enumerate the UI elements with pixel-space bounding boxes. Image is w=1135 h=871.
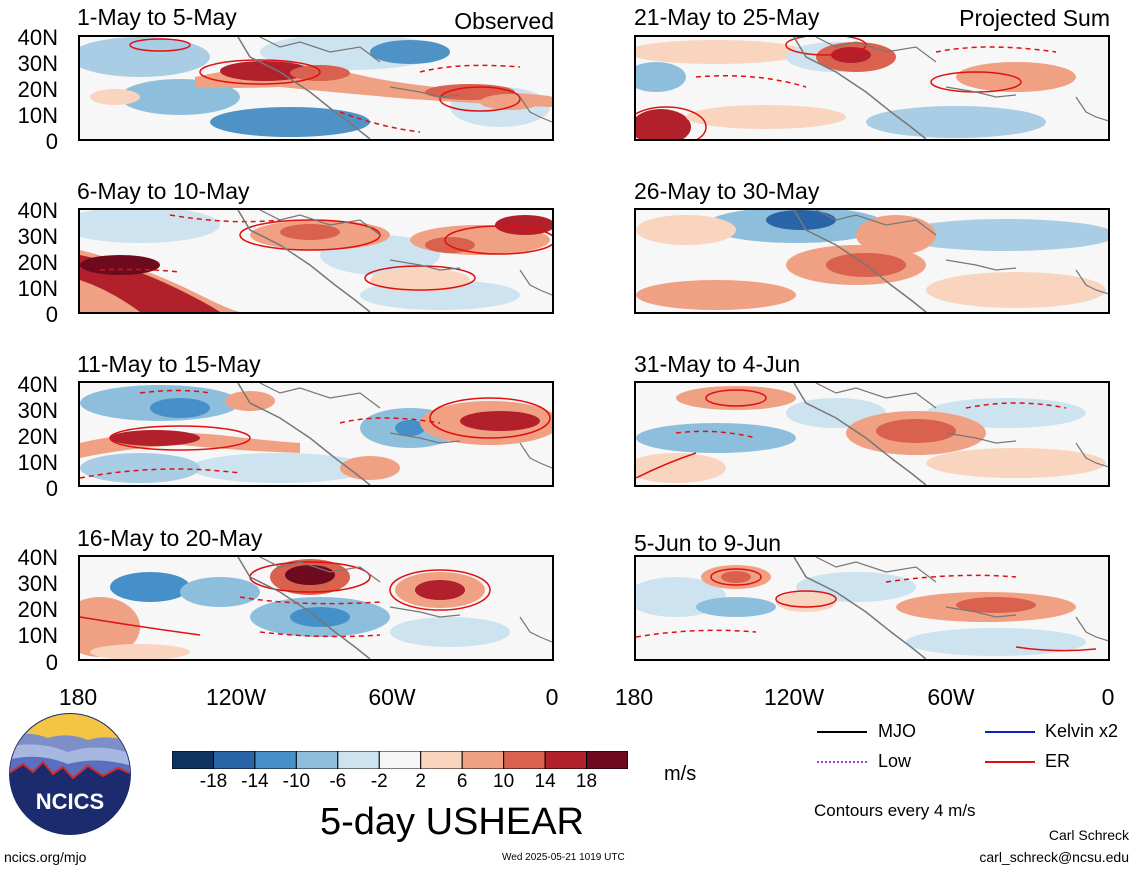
y-tick-30n: 30N	[17, 51, 58, 76]
y-tick-10n: 10N	[17, 276, 58, 301]
colorbar-swatch	[503, 750, 546, 770]
legend-label-low: Low	[878, 751, 912, 771]
ncics-logo-graphic: NCICS	[9, 713, 131, 835]
map-panel-left-2	[78, 208, 554, 314]
map-panel-left-3	[78, 381, 554, 487]
y-tick-20n: 20N	[17, 597, 58, 622]
y-tick-40n: 40N	[17, 25, 58, 50]
x-tick-0: 0	[1101, 684, 1115, 710]
shear-field-map	[636, 210, 1108, 312]
colorbar-swatch	[378, 750, 422, 770]
map-panel-left-1	[78, 35, 554, 141]
panel-title-right-3: 31-May to 4-Jun	[634, 351, 801, 377]
colorbar-swatch	[461, 750, 505, 770]
map-panel-right-1	[634, 35, 1110, 141]
legend-line-mjo	[817, 731, 867, 733]
shear-field-map	[636, 383, 1108, 485]
x-tick-120w: 120W	[763, 684, 825, 710]
y-tick-20n: 20N	[17, 250, 58, 275]
contour-note: Contours every 4 m/s	[814, 801, 976, 820]
y-tick-30n: 30N	[17, 224, 58, 249]
footer-author: Carl Schreck	[1048, 827, 1129, 843]
panel-title-right-4: 5-Jun to 9-Jun	[634, 530, 782, 556]
colorbar-swatches	[171, 750, 629, 770]
colorbar-tick-label: 10	[493, 771, 515, 792]
colorbar-swatch	[420, 750, 463, 770]
colorbar-swatch	[544, 750, 588, 770]
y-tick-40n: 40N	[17, 198, 58, 223]
y-tick-0: 0	[45, 302, 58, 327]
colorbar-tick-label: -10	[282, 771, 311, 792]
x-tick-180: 180	[614, 684, 654, 710]
colorbar-tick-label: 14	[534, 771, 556, 792]
panel-title-right-2: 26-May to 30-May	[634, 178, 820, 204]
colorbar-swatch	[171, 750, 214, 770]
colorbar-tick-label: -2	[370, 771, 388, 792]
x-tick-120w: 120W	[205, 684, 267, 710]
panel-title-right-1: 21-May to 25-May	[634, 4, 820, 30]
footer-email: carl_schreck@ncsu.edu	[979, 849, 1129, 865]
ncics-logo: NCICS	[8, 712, 132, 836]
shear-field-map	[80, 210, 552, 312]
shear-field-map	[636, 37, 1108, 139]
map-panel-right-2	[634, 208, 1110, 314]
colorbar-tick-label: -6	[329, 771, 347, 792]
projected-sum-label: Projected Sum	[959, 5, 1110, 31]
shear-field-map	[80, 557, 552, 659]
x-tick-60w: 60W	[927, 684, 975, 710]
legend-label-er: ER	[1045, 751, 1071, 771]
legend-label-mjo: MJO	[878, 721, 916, 741]
colorbar	[171, 750, 629, 770]
footer-timestamp: Wed 2025-05-21 1019 UTC	[502, 852, 625, 863]
colorbar-swatch	[254, 750, 297, 770]
x-tick-180: 180	[58, 684, 98, 710]
logo-text: NCICS	[36, 789, 104, 814]
y-tick-20n: 20N	[17, 424, 58, 449]
y-tick-10n: 10N	[17, 623, 58, 648]
colorbar-tick-label: 2	[415, 771, 426, 792]
legend-line-er	[985, 761, 1035, 763]
y-tick-30n: 30N	[17, 398, 58, 423]
colorbar-tick-label: -14	[241, 771, 269, 792]
colorbar-swatch	[295, 750, 339, 770]
panel-title-left-2: 6-May to 10-May	[77, 178, 250, 204]
shear-field-map	[80, 37, 552, 139]
map-panel-left-4	[78, 555, 554, 661]
panel-title-left-4: 16-May to 20-May	[77, 525, 263, 551]
map-panel-right-3	[634, 381, 1110, 487]
map-panel-right-4	[634, 555, 1110, 661]
y-tick-0: 0	[45, 476, 58, 501]
y-tick-0: 0	[45, 650, 58, 675]
colorbar-swatch	[586, 750, 629, 770]
shear-field-map	[80, 383, 552, 485]
colorbar-tick-label: 18	[575, 771, 598, 792]
legend-line-low	[817, 761, 867, 763]
y-tick-40n: 40N	[17, 372, 58, 397]
shear-field-map	[636, 557, 1108, 659]
panel-title-left-1: 1-May to 5-May	[77, 4, 237, 30]
colorbar-tick-label: 6	[456, 771, 468, 792]
observed-label: Observed	[454, 8, 554, 34]
colorbar-tick-label: -18	[199, 771, 228, 792]
y-tick-10n: 10N	[17, 103, 58, 128]
x-tick-60w: 60W	[368, 684, 416, 710]
chart-title: 5-day USHEAR	[320, 801, 584, 843]
colorbar-swatch	[337, 750, 380, 770]
y-tick-10n: 10N	[17, 450, 58, 475]
y-tick-20n: 20N	[17, 77, 58, 102]
colorbar-swatch	[212, 750, 256, 770]
legend-line-kelvin	[985, 731, 1035, 733]
footer-url: ncics.org/mjo	[4, 849, 87, 865]
panel-title-left-3: 11-May to 15-May	[77, 351, 261, 377]
colorbar-units: m/s	[664, 763, 697, 785]
y-tick-40n: 40N	[17, 545, 58, 570]
y-tick-30n: 30N	[17, 571, 58, 596]
y-tick-0: 0	[45, 129, 58, 154]
legend-label-kelvin: Kelvin x2	[1045, 721, 1119, 741]
x-tick-0: 0	[545, 684, 559, 710]
